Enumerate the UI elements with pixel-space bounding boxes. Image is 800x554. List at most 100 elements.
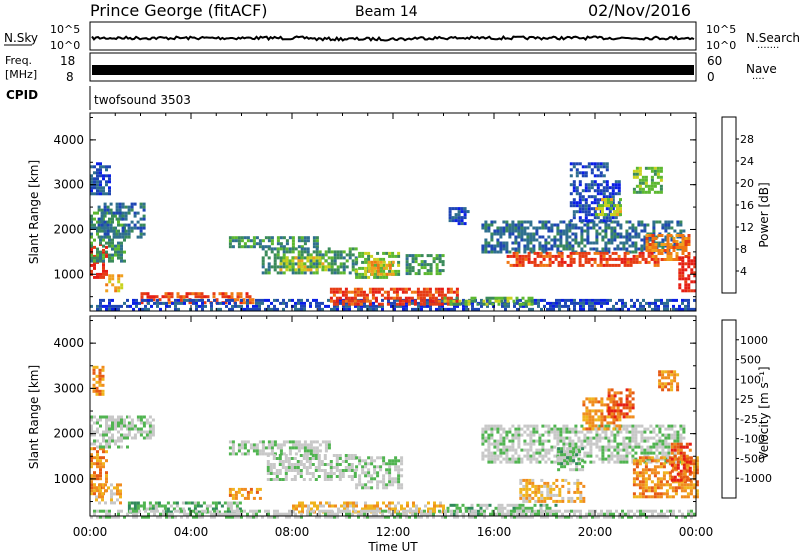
heatmap-cell bbox=[207, 298, 210, 302]
heatmap-cell bbox=[116, 486, 119, 490]
heatmap-cell bbox=[408, 269, 412, 273]
heatmap-cell bbox=[673, 463, 677, 467]
heatmap-cell bbox=[198, 304, 201, 308]
heatmap-cell bbox=[673, 373, 677, 377]
heatmap-cell bbox=[367, 275, 371, 279]
heatmap-cell bbox=[666, 304, 669, 308]
heatmap-cell bbox=[683, 480, 687, 484]
heatmap-cell bbox=[545, 251, 549, 255]
heatmap-cell bbox=[651, 243, 655, 246]
heatmap-cell bbox=[493, 427, 497, 431]
heatmap-cell bbox=[595, 213, 598, 217]
heatmap-cell bbox=[535, 424, 539, 428]
heatmap-cell bbox=[332, 293, 336, 297]
heatmap-cell bbox=[367, 263, 371, 267]
heatmap-cell bbox=[571, 427, 575, 431]
heatmap-cell bbox=[105, 168, 108, 172]
heatmap-cell bbox=[338, 469, 342, 472]
heatmap-cell bbox=[423, 263, 427, 267]
heatmap-cell bbox=[593, 257, 597, 261]
heatmap-cell bbox=[96, 477, 99, 481]
heatmap-cell bbox=[120, 241, 123, 245]
heatmap-cell bbox=[391, 269, 395, 273]
heatmap-cell bbox=[306, 236, 310, 240]
heatmap-cell bbox=[574, 445, 578, 449]
heatmap-cell bbox=[569, 447, 573, 451]
heatmap-cell bbox=[98, 374, 102, 378]
heatmap-cell bbox=[667, 436, 671, 440]
heatmap-cell bbox=[559, 460, 563, 464]
heatmap-cell bbox=[591, 415, 595, 419]
heatmap-cell bbox=[352, 504, 355, 508]
heatmap-cell bbox=[375, 304, 378, 308]
heatmap-cell bbox=[600, 421, 604, 425]
heatmap-cell bbox=[214, 504, 218, 508]
heatmap-cell bbox=[681, 268, 685, 272]
heatmap-cell bbox=[664, 382, 668, 386]
heatmap-cell bbox=[681, 243, 685, 246]
heatmap-cell bbox=[544, 244, 548, 248]
heatmap-cell bbox=[521, 506, 525, 510]
heatmap-cell bbox=[270, 242, 274, 246]
heatmap-cell bbox=[116, 489, 119, 493]
heatmap-cell bbox=[558, 493, 562, 497]
heatmap-cell bbox=[484, 430, 488, 434]
heatmap-cell bbox=[405, 272, 409, 276]
heatmap-cell bbox=[528, 496, 532, 500]
heatmap-cell bbox=[118, 235, 122, 239]
heatmap-cell bbox=[121, 235, 125, 239]
heatmap-cell bbox=[534, 499, 538, 503]
heatmap-cell bbox=[581, 198, 585, 202]
heatmap-cell bbox=[576, 487, 580, 491]
heatmap-cell bbox=[118, 232, 122, 236]
heatmap-cell bbox=[99, 424, 102, 428]
heatmap-cell bbox=[543, 481, 547, 485]
heatmap-cell bbox=[524, 512, 528, 516]
heatmap-cell bbox=[684, 237, 688, 240]
heatmap-cell bbox=[548, 260, 552, 264]
heatmap-cell bbox=[587, 186, 591, 190]
heatmap-cell bbox=[658, 244, 662, 248]
heatmap-cell bbox=[417, 269, 421, 273]
heatmap-cell bbox=[270, 440, 274, 444]
heatmap-cell bbox=[578, 195, 582, 199]
heatmap-cell bbox=[541, 442, 545, 446]
heatmap-cell bbox=[567, 490, 571, 494]
heatmap-cell bbox=[508, 235, 512, 239]
heatmap-cell bbox=[682, 457, 686, 461]
heatmap-cell bbox=[529, 430, 533, 434]
heatmap-cell bbox=[300, 245, 304, 249]
heatmap-cell bbox=[184, 501, 188, 505]
heatmap-cell bbox=[559, 433, 563, 437]
heatmap-cell bbox=[553, 223, 557, 227]
heatmap-cell bbox=[108, 445, 111, 449]
heatmap-cell bbox=[656, 459, 660, 463]
heatmap-cell bbox=[555, 484, 559, 488]
heatmap-cell bbox=[598, 445, 602, 449]
heatmap-cell bbox=[435, 266, 439, 270]
heatmap-cell bbox=[370, 254, 374, 258]
heatmap-cell bbox=[596, 174, 600, 178]
heatmap-cell bbox=[540, 490, 544, 494]
heatmap-cell bbox=[139, 226, 143, 230]
heatmap-cell bbox=[309, 271, 313, 275]
heatmap-cell bbox=[679, 448, 683, 452]
heatmap-cell bbox=[624, 301, 627, 305]
heatmap-cell bbox=[108, 307, 111, 311]
heatmap-cell bbox=[320, 469, 324, 472]
heatmap-cell bbox=[419, 299, 423, 303]
heatmap-cell bbox=[586, 232, 590, 236]
heatmap-cell bbox=[103, 226, 107, 230]
heatmap-cell bbox=[490, 442, 494, 446]
heatmap-cell bbox=[687, 301, 690, 305]
heatmap-cell bbox=[686, 495, 690, 499]
heatmap-cell bbox=[673, 478, 677, 482]
heatmap-cell bbox=[523, 454, 527, 458]
heatmap-cell bbox=[532, 427, 536, 431]
heatmap-cell bbox=[578, 216, 582, 220]
heatmap-cell bbox=[282, 301, 285, 305]
heatmap-cell bbox=[511, 220, 515, 224]
heatmap-cell bbox=[676, 433, 680, 437]
heatmap-cell bbox=[400, 468, 404, 472]
heatmap-cell bbox=[530, 299, 534, 303]
